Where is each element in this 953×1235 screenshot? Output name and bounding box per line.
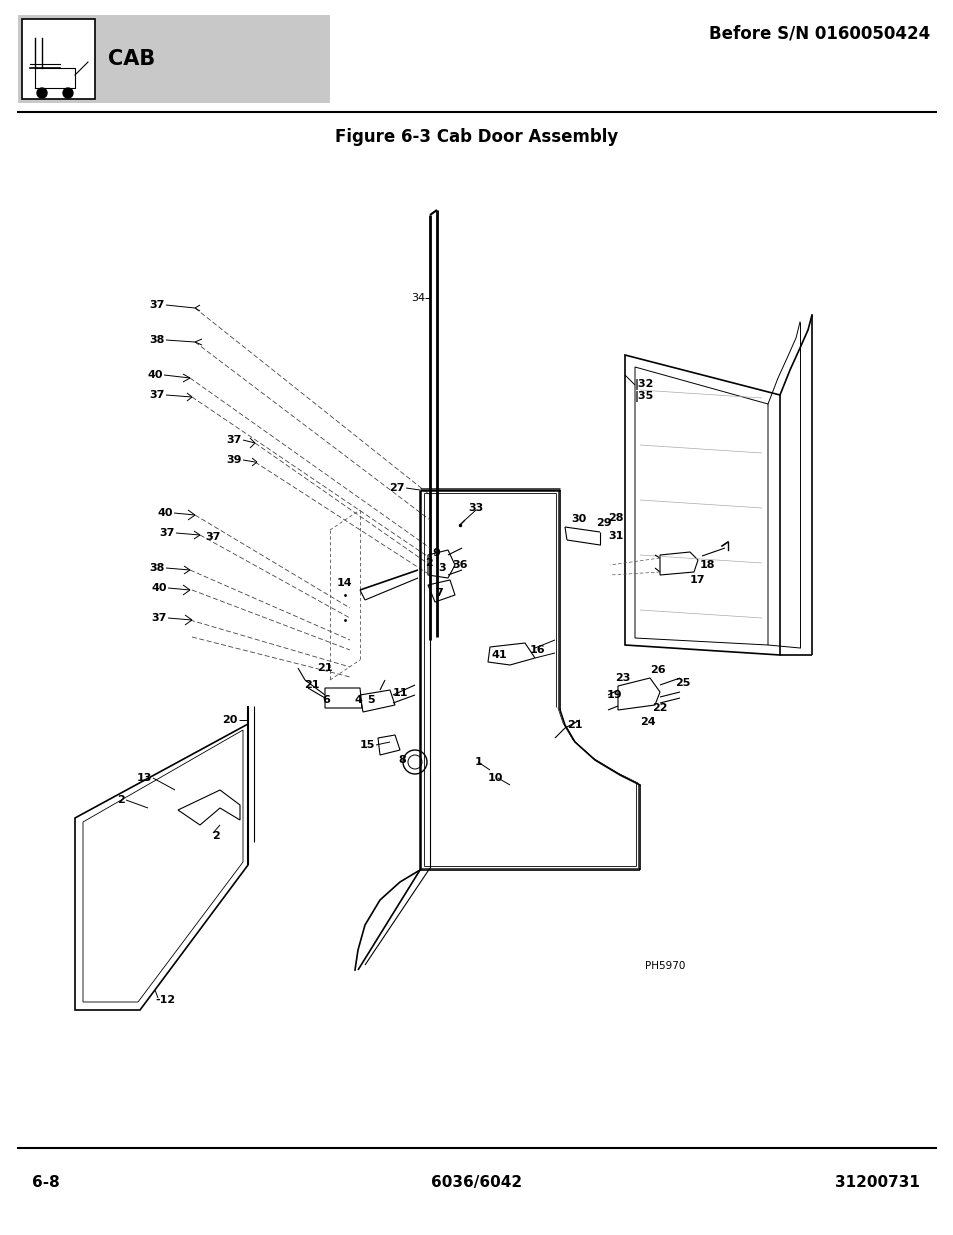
Text: 21: 21 — [304, 680, 319, 690]
Text: 40: 40 — [152, 583, 167, 593]
Circle shape — [63, 88, 73, 98]
Text: 40: 40 — [157, 508, 172, 517]
Text: 34: 34 — [411, 293, 424, 303]
Text: 37: 37 — [227, 435, 242, 445]
Text: 28: 28 — [607, 513, 623, 522]
Text: 10: 10 — [488, 773, 503, 783]
Text: Figure 6-3 Cab Door Assembly: Figure 6-3 Cab Door Assembly — [335, 128, 618, 146]
Text: 1: 1 — [475, 757, 482, 767]
Text: 19: 19 — [606, 690, 622, 700]
Text: 2: 2 — [424, 558, 433, 568]
Text: 14: 14 — [336, 578, 352, 588]
Text: 22: 22 — [651, 703, 667, 713]
Text: 26: 26 — [649, 664, 665, 676]
Text: 5: 5 — [367, 695, 375, 705]
Text: Before S/N 0160050424: Before S/N 0160050424 — [708, 23, 929, 42]
Text: 37: 37 — [159, 529, 174, 538]
Text: 6: 6 — [322, 695, 330, 705]
Text: 30: 30 — [571, 514, 586, 524]
Text: 13: 13 — [136, 773, 152, 783]
Text: 38: 38 — [150, 335, 165, 345]
Text: 4: 4 — [355, 695, 362, 705]
Bar — [18, 15, 330, 103]
Text: 31: 31 — [607, 531, 622, 541]
Text: |35: |35 — [635, 391, 654, 403]
Text: 16: 16 — [530, 645, 545, 655]
Text: 11: 11 — [393, 688, 408, 698]
Text: 24: 24 — [639, 718, 655, 727]
Text: -12: -12 — [154, 995, 175, 1005]
Text: 41: 41 — [492, 650, 507, 659]
Text: 2: 2 — [212, 831, 219, 841]
Text: 39: 39 — [226, 454, 242, 466]
Text: 7: 7 — [435, 588, 442, 598]
Text: 2: 2 — [117, 795, 125, 805]
Text: 23: 23 — [615, 673, 630, 683]
Text: PH5970: PH5970 — [644, 961, 684, 971]
Text: 40: 40 — [148, 370, 163, 380]
Text: 27: 27 — [389, 483, 405, 493]
Circle shape — [37, 88, 47, 98]
Text: 17: 17 — [689, 576, 705, 585]
Text: 33: 33 — [468, 503, 483, 513]
Text: 37: 37 — [205, 532, 220, 542]
Text: 31200731: 31200731 — [834, 1176, 919, 1191]
Text: 21: 21 — [566, 720, 582, 730]
Text: 6036/6042: 6036/6042 — [431, 1176, 522, 1191]
Text: 37: 37 — [150, 300, 165, 310]
Text: |32: |32 — [635, 379, 654, 390]
Bar — [22, 19, 95, 99]
Text: 18: 18 — [700, 559, 715, 571]
Text: 3: 3 — [437, 563, 445, 573]
Text: 9: 9 — [432, 548, 439, 558]
Text: 8: 8 — [397, 755, 405, 764]
Text: 25: 25 — [675, 678, 690, 688]
Text: 6-8: 6-8 — [32, 1176, 60, 1191]
Text: 37: 37 — [150, 390, 165, 400]
Text: 20: 20 — [222, 715, 237, 725]
Text: 36: 36 — [452, 559, 467, 571]
Text: CAB: CAB — [108, 49, 155, 69]
Text: 21: 21 — [317, 663, 333, 673]
Text: 37: 37 — [152, 613, 167, 622]
Text: 38: 38 — [150, 563, 165, 573]
Text: 15: 15 — [359, 740, 375, 750]
Text: 29: 29 — [596, 517, 611, 529]
